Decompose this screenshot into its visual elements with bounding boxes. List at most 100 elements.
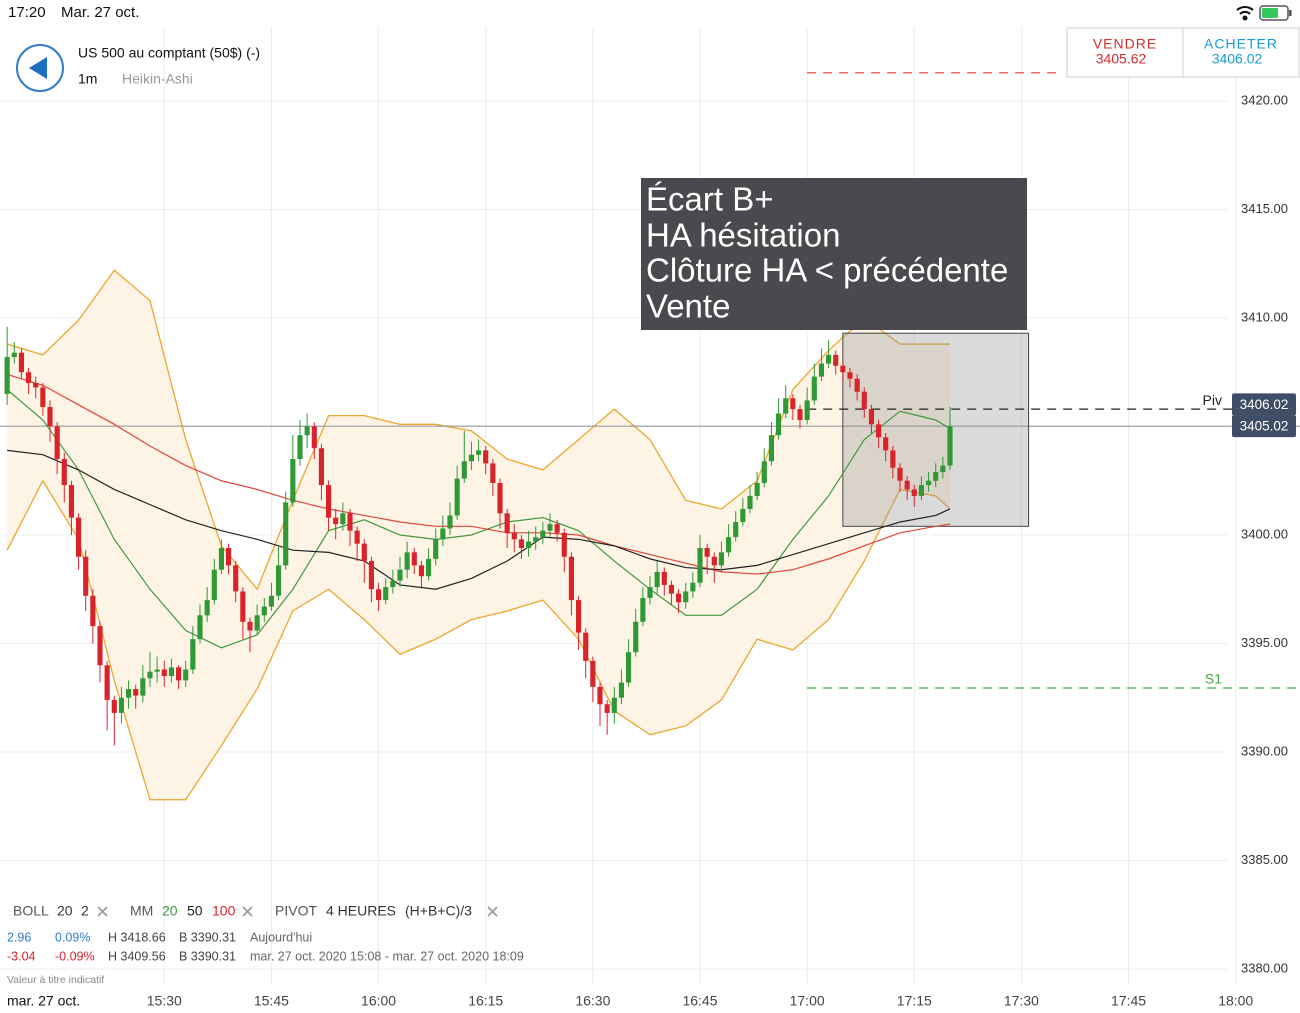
candle-body: [776, 413, 782, 436]
buy-price[interactable]: 3406.02: [1212, 51, 1263, 67]
x-tick-label: 17:15: [897, 993, 932, 1009]
legend-boll-period: 20: [57, 903, 73, 919]
candle-body: [526, 541, 532, 549]
candle-body: [26, 372, 32, 384]
y-tick-label: 3380.00: [1241, 960, 1288, 975]
candle-body: [476, 450, 482, 455]
x-tick-label: 15:30: [147, 993, 182, 1009]
candle-body: [233, 565, 239, 592]
candle-body: [618, 682, 624, 698]
candle-body: [754, 482, 760, 496]
candle-body: [397, 569, 403, 581]
candle-body: [826, 354, 832, 364]
candle-body: [447, 515, 453, 529]
candle-body: [790, 398, 796, 410]
candle-body: [340, 513, 346, 525]
candle-body: [797, 409, 803, 420]
candle-body: [883, 437, 889, 451]
candle-body: [554, 524, 560, 533]
buy-label[interactable]: ACHETER: [1204, 36, 1278, 52]
candle-body: [197, 615, 203, 640]
candle-body: [518, 539, 524, 549]
candle-body: [768, 435, 774, 462]
legend-mm[interactable]: MM: [130, 903, 153, 919]
level-label: Piv: [1203, 392, 1222, 408]
buy-button[interactable]: ACHETER 3406.02: [1182, 27, 1300, 78]
interval[interactable]: 1m: [78, 71, 97, 87]
candle-body: [833, 354, 839, 366]
candle-body: [268, 595, 274, 607]
x-tick-label: 17:00: [790, 993, 825, 1009]
battery-level: [1262, 8, 1278, 18]
y-tick-label: 3420.00: [1241, 92, 1288, 107]
candle-body: [926, 480, 932, 486]
candle-body: [890, 450, 896, 468]
moving-average: [7, 449, 951, 590]
legend-pivot-formula: (H+B+C)/3: [405, 903, 472, 919]
candle-body: [354, 530, 360, 544]
candle-body: [97, 626, 103, 666]
candle-body: [368, 561, 374, 590]
candle-body: [126, 689, 132, 698]
sell-price[interactable]: 3405.62: [1096, 51, 1147, 67]
chart-style[interactable]: Heikin-Ashi: [122, 71, 193, 87]
remove-icon[interactable]: [97, 906, 108, 917]
change-percent: 0.09%: [55, 930, 90, 944]
status-time: 17:20: [8, 4, 46, 21]
sell-button[interactable]: VENDRE 3405.62: [1066, 27, 1184, 78]
remove-icon[interactable]: [242, 906, 253, 917]
candle-body: [4, 357, 10, 394]
candle-body: [561, 532, 567, 557]
change-percent: -0.09%: [55, 949, 95, 963]
price-marker-label: 3406.02: [1240, 397, 1289, 412]
candle-body: [318, 448, 324, 486]
annotation-line: Écart B+: [646, 181, 773, 218]
candle-body: [947, 426, 953, 466]
candle-body: [147, 671, 153, 679]
candle-body: [90, 595, 96, 627]
bollinger-lower: [6, 479, 951, 801]
candle-body: [568, 556, 574, 601]
y-tick-label: 3385.00: [1241, 852, 1288, 867]
legend-pivot[interactable]: PIVOT: [275, 903, 317, 919]
candle-body: [140, 678, 146, 696]
candle-body: [868, 409, 874, 425]
candle-body: [411, 552, 417, 566]
candle-body: [704, 548, 710, 557]
legend-boll[interactable]: BOLL: [13, 903, 49, 919]
back-arrow[interactable]: [29, 57, 47, 79]
candle-body: [361, 543, 367, 562]
buy-box[interactable]: [1182, 27, 1300, 78]
battery-tip: [1289, 10, 1292, 16]
candle-body: [661, 571, 667, 585]
candle-body: [326, 485, 332, 518]
legend-mm-period: 20: [162, 903, 178, 919]
annotation-text: Écart B+ HA hésitation Clôture HA < préc…: [646, 181, 1008, 325]
candle-body: [190, 639, 196, 670]
candle-body: [726, 537, 732, 553]
candle-body: [818, 363, 824, 377]
candle-body: [854, 378, 860, 392]
back-button[interactable]: [16, 44, 64, 92]
candle-body: [118, 697, 124, 713]
sell-label[interactable]: VENDRE: [1093, 36, 1157, 52]
y-tick-label: 3400.00: [1241, 526, 1288, 541]
change-value: -3.04: [7, 949, 36, 963]
y-tick-label: 3390.00: [1241, 743, 1288, 758]
period: mar. 27 oct. 2020 15:08 - mar. 27 oct. 2…: [250, 949, 524, 963]
candle-body: [333, 517, 339, 525]
y-tick-label: 3410.00: [1241, 309, 1288, 324]
candle-body: [861, 391, 867, 410]
indicator-legend: BOLL 20 2 MM 20 50 100 PIVOT 4 HEURES (H…: [7, 903, 524, 964]
candle-body: [540, 530, 546, 538]
candle-body: [418, 565, 424, 577]
candle-body: [918, 485, 924, 496]
candle-body: [440, 528, 446, 540]
status-date: Mar. 27 oct.: [61, 4, 139, 21]
candle-body: [290, 459, 296, 503]
candle-body: [733, 521, 739, 538]
candle-body: [940, 465, 946, 473]
sell-box[interactable]: [1066, 27, 1184, 78]
remove-icon[interactable]: [487, 906, 498, 917]
